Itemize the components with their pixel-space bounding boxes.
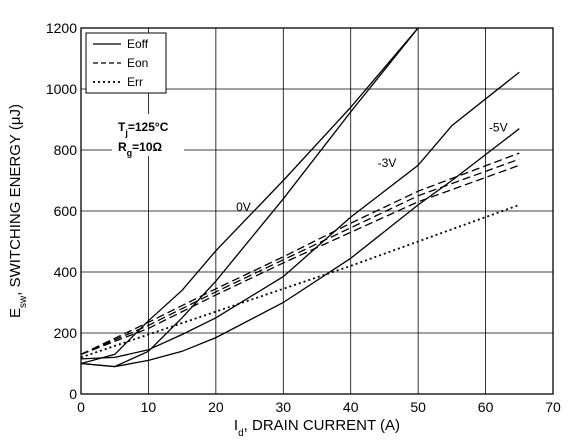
x-tick-label: 0: [77, 399, 85, 415]
series-annotation: 0V: [236, 200, 251, 214]
legend-label: Eoff: [127, 37, 149, 51]
series-annotation: -3V: [378, 156, 397, 170]
plot-frame: [80, 27, 554, 395]
y-tick-label: 1200: [46, 20, 77, 36]
y-tick-label: 600: [54, 203, 78, 219]
y-tick-label: 800: [54, 142, 78, 158]
condition-label: Tj=125°C: [118, 120, 169, 138]
x-tick-label: 20: [208, 399, 224, 415]
legend-label: Err: [127, 75, 143, 89]
legend: Eoff Eon Err: [85, 32, 167, 94]
x-axis-label: Id, DRAIN CURRENT (A): [234, 417, 400, 439]
series-line-solid-2: [81, 128, 520, 368]
y-tick-label: 1000: [46, 81, 77, 97]
y-axis-label-sub: sw: [18, 295, 29, 308]
y-axis-label-rest: , SWITCHING ENERGY (μJ): [7, 104, 24, 296]
series-lines: [81, 28, 520, 368]
series-line-solid-3: [81, 71, 520, 360]
x-tick-label: 10: [141, 399, 157, 415]
y-axis-label-main: E: [7, 308, 24, 318]
series-line-dashed-4: [81, 152, 520, 355]
series-line-dashed-6: [81, 164, 520, 356]
legend-label: Eon: [127, 56, 148, 70]
y-axis-label: Esw, SWITCHING ENERGY (μJ): [7, 104, 29, 318]
x-tick-label: 70: [545, 399, 561, 415]
series-line-dotted-7: [81, 204, 520, 359]
legend-box: [85, 32, 167, 94]
y-tick-label: 400: [54, 264, 78, 280]
x-tick-label: 60: [478, 399, 494, 415]
series-line-solid-1: [81, 28, 420, 365]
x-tick-labels: 0 10 20 30 40 50 60 70: [77, 399, 561, 415]
test-conditions: Tj=125°C Rg=10Ω: [112, 114, 184, 158]
series-annotation: -5V: [489, 121, 508, 135]
series-line-solid-0: [81, 28, 419, 368]
x-tick-label: 40: [343, 399, 359, 415]
y-tick-label: 0: [69, 386, 77, 402]
y-tick-labels: 0 200 400 600 800 1000 1200: [46, 20, 77, 402]
x-tick-label: 50: [410, 399, 426, 415]
y-tick-label: 200: [54, 325, 78, 341]
x-axis-label-sub: d: [238, 428, 244, 439]
series-line-dashed-5: [81, 158, 520, 355]
conditions-bg: [112, 114, 184, 156]
condition-label: Rg=10Ω: [118, 140, 163, 158]
x-axis-label-main: I: [234, 417, 238, 434]
series-layer: 0V -3V -5V: [81, 28, 520, 368]
x-axis-label-rest: , DRAIN CURRENT (A): [244, 417, 400, 434]
x-tick-label: 30: [275, 399, 291, 415]
